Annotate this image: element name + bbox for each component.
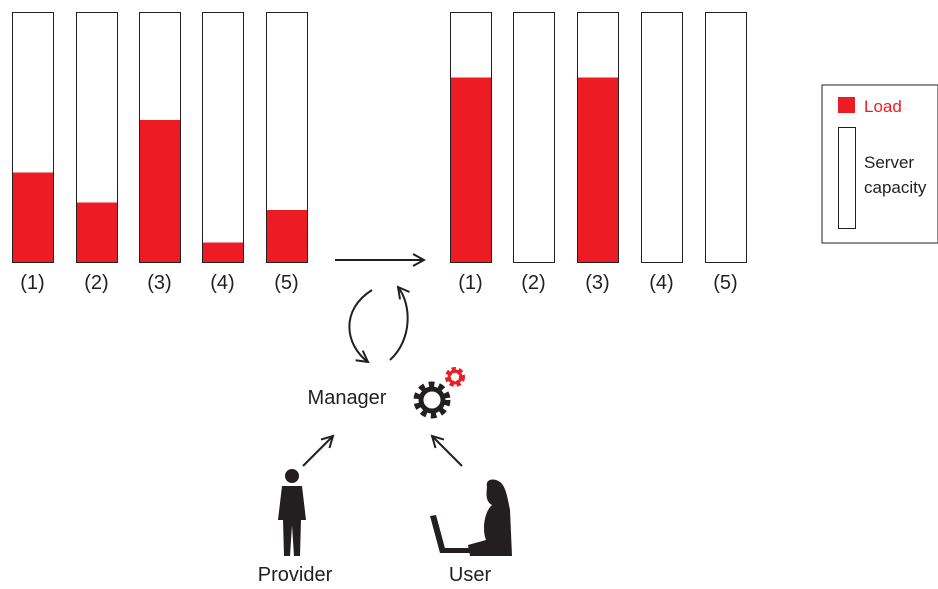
legend-load-swatch — [838, 97, 855, 113]
legend-capacity-swatch — [838, 127, 856, 229]
server-capacity — [202, 12, 244, 263]
server-outline — [12, 12, 54, 263]
server-load — [577, 77, 619, 263]
server-capacity — [705, 12, 747, 263]
cycle-arrow — [389, 287, 408, 361]
gear-icon — [413, 367, 465, 419]
user-arrow — [432, 436, 463, 467]
server-load — [76, 202, 118, 263]
server-load — [266, 210, 308, 263]
legend-capacity: Server — [864, 153, 914, 172]
user-label: User — [449, 564, 492, 584]
server-outline — [705, 12, 747, 263]
provider-icon — [278, 469, 306, 556]
legend-capacity: capacity — [864, 178, 927, 197]
server-label: (1) — [20, 272, 44, 294]
server-outline — [577, 12, 619, 263]
server-outline — [76, 12, 118, 263]
manager-label: Manager — [308, 387, 387, 409]
server-label: (3) — [147, 272, 171, 294]
server-outline — [139, 12, 181, 263]
server-load — [12, 172, 54, 263]
server-load — [139, 120, 181, 263]
provider-arrow — [302, 436, 333, 467]
legend-load: Load — [864, 97, 902, 116]
server-label: (5) — [274, 272, 298, 294]
server-outline — [202, 12, 244, 263]
server-capacity — [641, 12, 683, 263]
server-label: (2) — [84, 272, 108, 294]
server-label: (5) — [713, 272, 737, 294]
server-label: (3) — [585, 272, 609, 294]
server-outline — [641, 12, 683, 263]
server-load — [450, 77, 492, 263]
server-outline — [450, 12, 492, 263]
user-icon — [430, 479, 512, 556]
server-outline — [513, 12, 555, 263]
server-label: (1) — [458, 272, 482, 294]
server-label: (4) — [210, 272, 234, 294]
server-outline — [266, 12, 308, 263]
server-capacity — [513, 12, 555, 263]
server-load — [202, 242, 244, 263]
provider-label: Provider — [258, 564, 333, 584]
server-label: (2) — [521, 272, 545, 294]
server-label: (4) — [649, 272, 673, 294]
legend-box — [821, 84, 938, 244]
cycle-arrow — [348, 289, 373, 362]
